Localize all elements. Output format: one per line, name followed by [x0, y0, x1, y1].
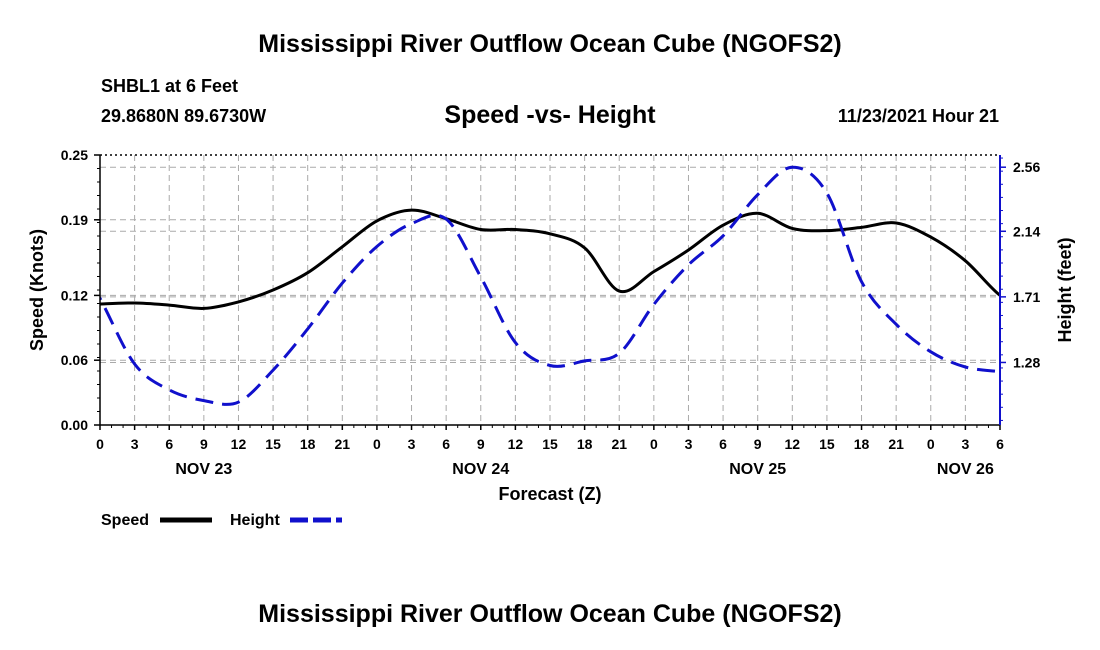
day-label: NOV 25 — [729, 461, 786, 478]
x-tick-label: 6 — [996, 436, 1004, 452]
x-tick-label: 12 — [231, 436, 247, 452]
x-tick-label: 15 — [542, 436, 558, 452]
main-title: Mississippi River Outflow Ocean Cube (NG… — [258, 30, 842, 58]
x-tick-label: 6 — [165, 436, 173, 452]
height-series-line — [100, 165, 1000, 406]
legend-label-height: Height — [230, 512, 280, 529]
x-tick-label: 6 — [719, 436, 727, 452]
station-coordinates: 29.8680N 89.6730W — [101, 106, 267, 126]
x-tick-label: 0 — [650, 436, 658, 452]
station-label: SHBL1 at 6 Feet — [101, 76, 239, 96]
day-label: NOV 23 — [175, 461, 232, 478]
x-tick-label: 21 — [611, 436, 627, 452]
x-tick-label: 12 — [508, 436, 524, 452]
x-tick-label: 0 — [373, 436, 381, 452]
x-tick-label: 3 — [131, 436, 139, 452]
x-tick-label: 18 — [577, 436, 593, 452]
y-right-tick-label: 2.56 — [1013, 159, 1040, 175]
chart-subtitle: Speed -vs- Height — [444, 101, 656, 129]
x-axis-title: Forecast (Z) — [498, 484, 601, 504]
x-tick-label: 21 — [335, 436, 351, 452]
x-tick-label: 0 — [927, 436, 935, 452]
x-tick-label: 18 — [854, 436, 870, 452]
x-tick-label: 0 — [96, 436, 104, 452]
x-tick-label: 6 — [442, 436, 450, 452]
x-tick-label: 15 — [265, 436, 281, 452]
x-tick-label: 21 — [888, 436, 904, 452]
y-left-tick-label: 0.12 — [61, 287, 88, 303]
y-left-axis-title: Speed (Knots) — [27, 229, 47, 351]
x-tick-label: 12 — [785, 436, 801, 452]
legend-label-speed: Speed — [101, 512, 149, 529]
y-right-axis-title: Height (feet) — [1055, 238, 1075, 343]
footer-title: Mississippi River Outflow Ocean Cube (NG… — [258, 600, 842, 628]
forecast-timestamp: 11/23/2021 Hour 21 — [837, 106, 999, 126]
y-left-tick-label: 0.19 — [61, 212, 88, 228]
x-tick-label: 9 — [477, 436, 485, 452]
y-right-tick-label: 2.14 — [1013, 223, 1040, 239]
y-left-tick-label: 0.06 — [61, 352, 88, 368]
y-left-tick-label: 0.25 — [61, 147, 88, 163]
x-tick-label: 3 — [961, 436, 969, 452]
x-tick-label: 15 — [819, 436, 835, 452]
y-right-tick-label: 1.71 — [1013, 289, 1040, 305]
speed-series-line — [100, 208, 1000, 310]
day-label: NOV 24 — [452, 461, 509, 478]
x-tick-label: 3 — [408, 436, 416, 452]
x-tick-label: 9 — [754, 436, 762, 452]
x-tick-label: 9 — [200, 436, 208, 452]
x-tick-label: 3 — [685, 436, 693, 452]
y-left-tick-label: 0.00 — [61, 417, 88, 433]
x-tick-label: 18 — [300, 436, 316, 452]
y-right-tick-label: 1.28 — [1013, 354, 1040, 370]
day-label: NOV 26 — [937, 461, 994, 478]
